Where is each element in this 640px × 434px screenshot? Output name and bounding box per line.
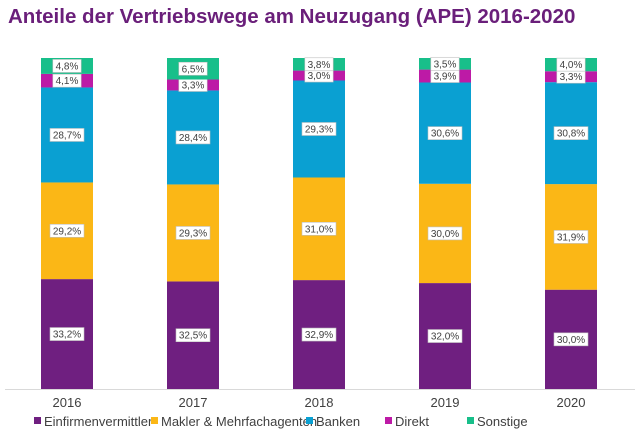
data-label-box xyxy=(553,230,589,244)
data-label-box xyxy=(427,126,463,140)
data-label: 30,6% xyxy=(431,129,459,140)
legend-swatch xyxy=(306,417,313,424)
data-label-box xyxy=(427,226,463,241)
data-label: 4,1% xyxy=(56,76,79,87)
data-label-box xyxy=(301,221,337,236)
legend-label: Banken xyxy=(316,414,360,429)
data-label-box xyxy=(301,327,337,342)
data-label-box xyxy=(175,328,211,343)
data-label: 3,8% xyxy=(308,60,331,71)
x-tick-label: 2020 xyxy=(557,395,586,410)
data-label: 29,2% xyxy=(53,226,81,237)
data-label-box xyxy=(304,57,334,72)
legend-label: Direkt xyxy=(395,414,429,429)
data-label: 30,0% xyxy=(431,229,459,240)
legend-label: Sonstige xyxy=(477,414,528,429)
data-label-box xyxy=(553,126,589,140)
data-label: 29,3% xyxy=(179,228,207,239)
data-label-box xyxy=(427,329,463,343)
data-label: 3,3% xyxy=(560,72,583,83)
legend-label: Einfirmenvermittler xyxy=(44,414,153,429)
data-label: 28,4% xyxy=(179,133,207,144)
x-tick-label: 2018 xyxy=(305,395,334,410)
data-label: 3,3% xyxy=(182,80,205,91)
data-label-box xyxy=(52,73,82,88)
x-tick-label: 2019 xyxy=(431,395,460,410)
data-label-box xyxy=(301,122,337,136)
data-label: 28,7% xyxy=(53,130,81,141)
chart-title: Anteile der Vertriebswege am Neuzugang (… xyxy=(8,5,576,28)
data-label-box xyxy=(430,56,460,71)
data-label: 6,5% xyxy=(182,64,205,75)
data-label: 29,3% xyxy=(305,124,333,135)
data-label: 4,8% xyxy=(56,61,79,72)
legend-label: Makler & Mehrfachagenten xyxy=(161,414,317,429)
x-tick-label: 2016 xyxy=(53,395,82,410)
data-label-box xyxy=(178,61,208,76)
data-label-box xyxy=(556,57,586,72)
data-label: 32,5% xyxy=(179,331,207,342)
data-label: 3,0% xyxy=(308,71,331,82)
data-label: 3,9% xyxy=(434,72,457,83)
x-tick-label: 2017 xyxy=(179,395,208,410)
data-label-box xyxy=(553,332,589,347)
data-label: 33,2% xyxy=(53,330,81,341)
data-label: 3,5% xyxy=(434,59,457,70)
data-label-box xyxy=(49,327,85,341)
data-label: 30,0% xyxy=(557,335,585,346)
data-label: 30,8% xyxy=(557,129,585,140)
legend-swatch xyxy=(467,417,474,424)
data-label-box xyxy=(49,128,85,142)
data-label: 32,9% xyxy=(305,330,333,341)
data-label: 31,0% xyxy=(305,224,333,235)
data-label-box xyxy=(175,130,211,145)
data-label: 32,0% xyxy=(431,332,459,343)
legend-swatch xyxy=(385,417,392,424)
legend-swatch xyxy=(34,417,41,424)
data-label-box xyxy=(52,59,82,73)
data-label-box xyxy=(49,223,85,238)
data-label-box xyxy=(175,226,211,240)
data-label: 4,0% xyxy=(560,60,583,71)
data-label: 31,9% xyxy=(557,232,585,243)
legend-swatch xyxy=(151,417,158,424)
